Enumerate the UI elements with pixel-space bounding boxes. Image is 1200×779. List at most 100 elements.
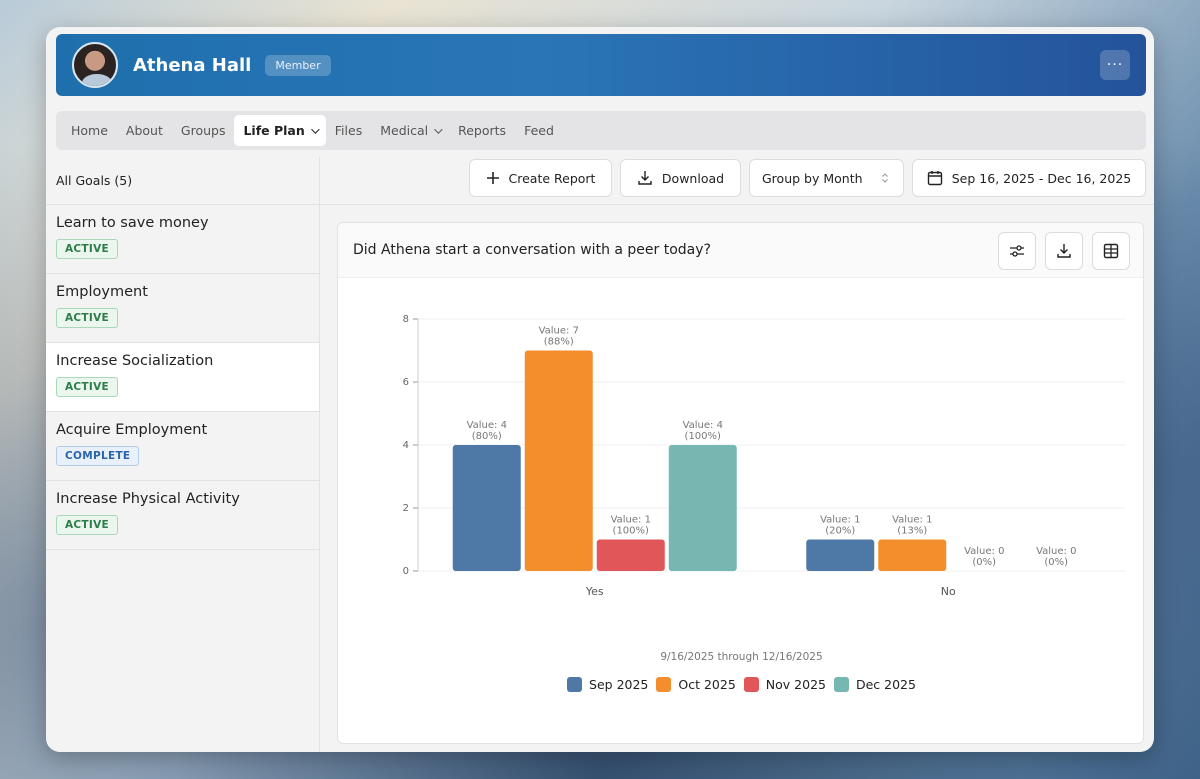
role-badge: Member [265, 54, 331, 76]
goal-item[interactable]: Increase Physical Activity ACTIVE [46, 481, 319, 550]
status-badge: ACTIVE [56, 377, 118, 397]
y-tick-label: 4 [403, 440, 409, 451]
legend-item[interactable]: Oct 2025 [656, 677, 736, 692]
legend-item[interactable]: Dec 2025 [833, 677, 916, 692]
bar-oct-2025-yes [524, 350, 593, 571]
nav-tab-label: Medical [380, 123, 429, 138]
nav-tab-groups[interactable]: Groups [172, 115, 235, 146]
goal-title: Employment [56, 284, 148, 300]
nav-tab-medical[interactable]: Medical [371, 115, 449, 146]
nav-tab-reports[interactable]: Reports [449, 115, 515, 146]
goal-item[interactable]: Acquire Employment COMPLETE [46, 412, 319, 481]
group-by-value: Group by Month [762, 170, 863, 186]
data-label-value: Value: 1 [611, 515, 651, 526]
main-nav: Home About Groups Life Plan Files Medical Repo… [56, 111, 1146, 150]
goal-title: Acquire Employment [56, 422, 208, 438]
goal-item[interactable]: Employment ACTIVE [46, 274, 319, 343]
bar-oct-2025-no [878, 539, 947, 571]
legend-label: Sep 2025 [589, 677, 649, 692]
download-label: Download [661, 170, 725, 186]
goal-item[interactable]: Learn to save money ACTIVE [46, 205, 319, 274]
group-by-select[interactable]: Group by Month [749, 159, 904, 197]
data-label-value: Value: 1 [892, 515, 932, 526]
data-label-percent: (88%) [544, 337, 574, 348]
data-label-value: Value: 1 [820, 515, 860, 526]
legend-swatch [567, 677, 583, 692]
profile-name: Athena Hall [133, 54, 252, 76]
app-window: Athena Hall Member ··· Home About Groups Li… [46, 27, 1154, 752]
nav-tab-home[interactable]: Home [62, 115, 117, 146]
chart-settings-button[interactable] [998, 232, 1036, 270]
status-badge: ACTIVE [56, 308, 118, 328]
data-label-percent: (100%) [685, 431, 721, 442]
data-label-percent: (20%) [825, 526, 855, 537]
chart-title: Did Athena start a conversation with a p… [353, 242, 711, 258]
legend-item[interactable]: Sep 2025 [567, 677, 648, 692]
data-label-percent: (100%) [613, 526, 649, 537]
report-toolbar: Create Report Download Group by Month Se… [320, 157, 1154, 205]
data-label-percent: (0%) [1044, 557, 1068, 568]
goal-item[interactable]: Increase Socialization ACTIVE [46, 343, 319, 412]
bar-sep-2025-no [806, 539, 875, 571]
sliders-icon [1010, 245, 1024, 257]
data-label-percent: (0%) [972, 557, 996, 568]
goals-sidebar: All Goals (5) Learn to save money ACTIVE E… [46, 157, 320, 752]
nav-tab-label: Files [334, 123, 363, 138]
data-label-value: Value: 0 [964, 546, 1004, 557]
y-tick-label: 8 [403, 314, 409, 325]
legend-label: Dec 2025 [855, 677, 916, 692]
bar-dec-2025-yes [668, 445, 737, 571]
x-category-label: No [941, 585, 956, 598]
nav-tab-label: Feed [524, 123, 554, 138]
chart-card: Did Athena start a conversation with a p… [337, 222, 1144, 744]
table-icon [1103, 243, 1119, 259]
download-icon [1057, 244, 1071, 258]
y-tick-label: 2 [403, 503, 409, 514]
avatar [72, 42, 118, 88]
legend-label: Nov 2025 [765, 677, 826, 692]
nav-tab-life-plan[interactable]: Life Plan [234, 115, 326, 146]
goal-title: Increase Socialization [56, 353, 214, 369]
download-button[interactable]: Download [620, 159, 741, 197]
chevron-down-icon [434, 124, 443, 134]
y-tick-label: 6 [403, 377, 409, 388]
legend-swatch [833, 677, 849, 692]
data-label-percent: (80%) [472, 431, 502, 442]
more-options-button[interactable]: ··· [1100, 50, 1130, 80]
create-report-button[interactable]: Create Report [469, 159, 612, 197]
status-badge: COMPLETE [56, 446, 140, 466]
calendar-icon [927, 171, 942, 186]
date-range-picker[interactable]: Sep 16, 2025 - Dec 16, 2025 [912, 159, 1146, 197]
bar-sep-2025-yes [452, 445, 521, 571]
data-label-percent: (13%) [897, 526, 927, 537]
nav-tab-feed[interactable]: Feed [515, 115, 563, 146]
legend-item[interactable]: Nov 2025 [743, 677, 826, 692]
goal-title: Learn to save money [56, 215, 209, 231]
date-range-value: Sep 16, 2025 - Dec 16, 2025 [951, 170, 1132, 186]
status-badge: ACTIVE [56, 239, 118, 259]
goals-header: All Goals (5) [46, 157, 319, 205]
nav-tab-files[interactable]: Files [326, 115, 371, 146]
select-arrows-icon [882, 173, 888, 183]
nav-tab-label: Home [71, 123, 108, 138]
chevron-down-icon [310, 124, 320, 134]
y-tick-label: 0 [403, 566, 409, 577]
chart-download-button[interactable] [1045, 232, 1083, 270]
nav-tab-about[interactable]: About [117, 115, 172, 146]
chart-table-view-button[interactable] [1092, 232, 1130, 270]
bar-nov-2025-yes [596, 539, 665, 571]
create-report-label: Create Report [508, 170, 596, 186]
legend-swatch [656, 677, 672, 692]
data-label-value: Value: 4 [467, 420, 507, 431]
data-label-value: Value: 7 [539, 326, 579, 337]
status-badge: ACTIVE [56, 515, 118, 535]
goal-title: Increase Physical Activity [56, 491, 240, 507]
legend-swatch [743, 677, 759, 692]
legend-label: Oct 2025 [678, 677, 736, 692]
nav-tab-label: Groups [180, 123, 226, 138]
chart-date-caption: 9/16/2025 through 12/16/2025 [660, 651, 823, 663]
x-category-label: Yes [585, 585, 604, 598]
download-icon [638, 171, 652, 185]
plus-icon [486, 172, 499, 184]
